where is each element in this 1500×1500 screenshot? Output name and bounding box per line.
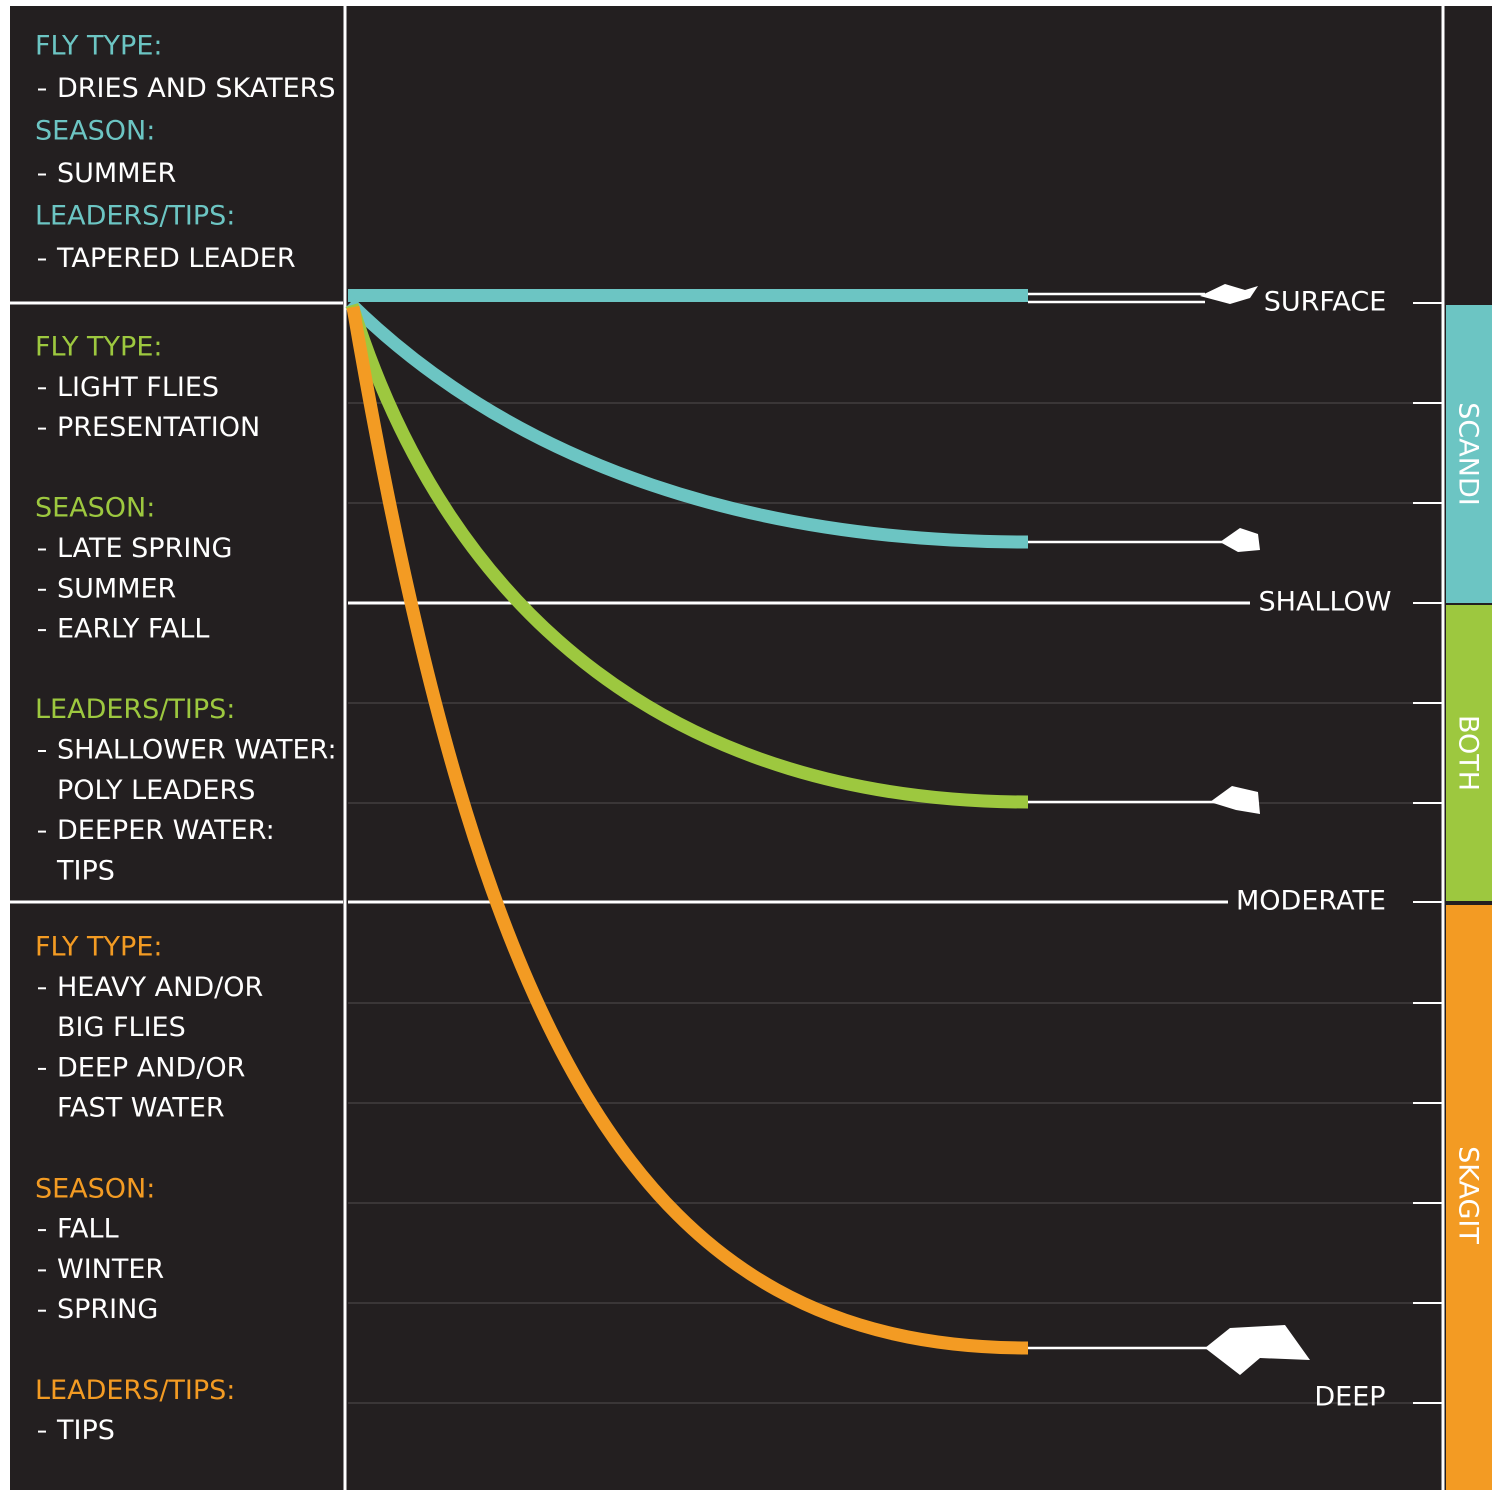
- grid: [348, 402, 1413, 1404]
- line-type-label: BOTH: [1453, 715, 1484, 791]
- item-text: PRESENTATION: [57, 412, 260, 443]
- group-heading: LEADERS/TIPS:: [35, 201, 235, 232]
- group-heading: SEASON:: [35, 116, 155, 147]
- item-text: FAST WATER: [57, 1093, 225, 1124]
- both-line: [345, 303, 1029, 809]
- group-heading: FLY TYPE:: [35, 31, 163, 62]
- group-heading: SEASON:: [35, 1173, 155, 1204]
- item-text: TIPS: [56, 855, 115, 886]
- skagit-line: [346, 305, 1029, 1355]
- group-heading: FLY TYPE:: [35, 332, 163, 363]
- item-text: DRIES AND SKATERS: [57, 73, 336, 104]
- surface-line: [348, 289, 1028, 302]
- item-text: WINTER: [57, 1254, 164, 1285]
- ticks: [1413, 302, 1442, 1404]
- group-heading: LEADERS/TIPS:: [35, 1375, 235, 1406]
- depth-label: MODERATE: [1236, 886, 1386, 917]
- dividers: [10, 6, 1445, 1490]
- item-text: FALL: [57, 1214, 119, 1245]
- item-text: EARLY FALL: [57, 614, 209, 645]
- leaders: [1028, 292, 1225, 1350]
- scandi-line: [345, 298, 1029, 549]
- item-text: POLY LEADERS: [57, 775, 255, 806]
- background: [10, 6, 1492, 1490]
- item-text: TAPERED LEADER: [56, 243, 296, 274]
- group-heading: LEADERS/TIPS:: [35, 694, 235, 725]
- item-text: LIGHT FLIES: [57, 372, 219, 403]
- item-text: DEEPER WATER:: [57, 815, 275, 846]
- flies: [1200, 284, 1310, 1375]
- right-panel: SURFACE SHALLOW MODERATE DEEP SCANDI BOTH SKAG…: [1236, 287, 1484, 1413]
- item-text: SUMMER: [57, 158, 176, 189]
- line-type-label: SCANDI: [1453, 402, 1484, 505]
- group-heading: SEASON:: [35, 493, 155, 524]
- item-text: BIG FLIES: [57, 1012, 186, 1043]
- item-text: TIPS: [56, 1415, 115, 1446]
- depth-label: SHALLOW: [1259, 587, 1392, 618]
- item-text: DEEP AND/OR: [57, 1052, 245, 1083]
- group-heading: FLY TYPE:: [35, 932, 163, 963]
- item-text: LATE SPRING: [57, 533, 232, 564]
- skagit-band: [1446, 905, 1492, 1490]
- item-text: SHALLOWER WATER:: [57, 735, 337, 766]
- left-panel: FLY TYPE: DRIES AND SKATERS SEASON: SUMMER L…: [35, 31, 337, 1447]
- item-text: SPRING: [57, 1294, 158, 1325]
- depth-label: SURFACE: [1264, 287, 1387, 318]
- line-type-label: SKAGIT: [1453, 1146, 1484, 1244]
- depth-label: DEEP: [1314, 1382, 1385, 1413]
- scandi-band: [1446, 305, 1492, 603]
- both-band: [1446, 605, 1492, 901]
- item-text: SUMMER: [57, 573, 176, 604]
- item-text: HEAVY AND/OR: [57, 972, 263, 1003]
